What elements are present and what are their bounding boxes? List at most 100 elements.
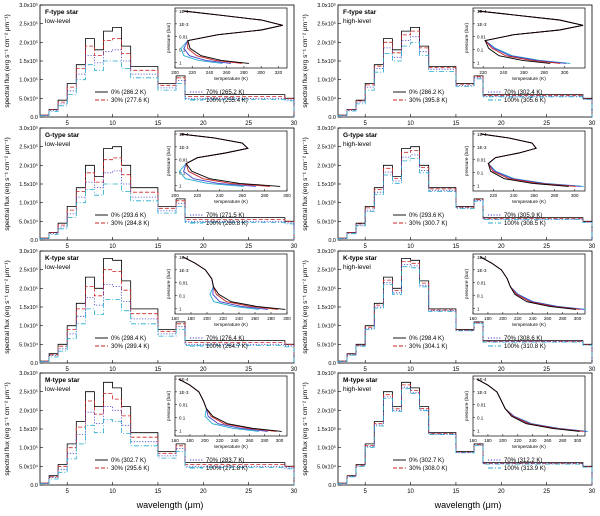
x-tick-label: 15 — [155, 489, 162, 495]
x-tick-label: 5 — [66, 367, 70, 373]
y-tick-label: 1.0x10⁵ — [317, 445, 336, 452]
y-tick-label: 5.0x10⁴ — [19, 463, 39, 470]
legend-label: 100% (305.6 K) — [504, 98, 546, 104]
y-tick-label: 3.0x10⁵ — [19, 370, 38, 377]
x-tick-label: 30 — [291, 367, 298, 373]
y-tick-label: 1.0x10⁵ — [19, 77, 38, 84]
inset-y-axis-label: pressure (bar) — [166, 269, 172, 300]
spectrum-series-line — [39, 170, 295, 240]
inset-y-axis-label: pressure (bar) — [464, 23, 470, 54]
inset-frame — [174, 375, 288, 437]
inset-x-tick-label: 280 — [261, 193, 269, 198]
inset-x-tick-label: 320 — [275, 70, 283, 75]
legend-label: 100% (271.8 K) — [206, 466, 248, 472]
inset-y-axis-label: pressure (bar) — [166, 23, 172, 54]
y-axis-label: spectral flux (erg s⁻¹ cm⁻² μm⁻¹) — [302, 137, 309, 231]
x-tick-label: 10 — [109, 121, 116, 127]
y-tick-label: 5.0x10⁴ — [317, 341, 337, 348]
y-tick-label: 1.0x10⁵ — [317, 200, 336, 207]
y-tick-label: 0.0 — [328, 115, 336, 121]
inset-y-tick-label: 0.01 — [179, 35, 188, 40]
inset-y-tick-label: 0.1 — [179, 48, 186, 53]
legend-label: 0% (298.4 K) — [409, 336, 444, 342]
y-tick-label: 2.0x10⁵ — [19, 39, 38, 46]
y-tick-label: 0.0 — [30, 361, 38, 367]
x-tick-label: 10 — [407, 367, 414, 373]
inset-x-tick-label: 200 — [203, 316, 211, 321]
x-tick-label: 10 — [109, 244, 116, 250]
legend-label: 70% (271.5 K) — [206, 213, 244, 219]
inset-x-tick-label: 260 — [251, 316, 259, 321]
x-tick-label: 15 — [453, 244, 460, 250]
inset-y-tick-label: 0.01 — [179, 403, 188, 408]
inset-x-tick-label: 240 — [529, 316, 537, 321]
y-tick-label: 2.5x10⁵ — [317, 144, 336, 151]
y-tick-label: 5.0x10⁴ — [317, 218, 337, 225]
x-tick-label: 15 — [453, 489, 460, 495]
y-tick-label: 3.0x10⁵ — [317, 370, 336, 377]
inset-x-tick-label: 240 — [206, 70, 214, 75]
inset-x-tick-label: 260 — [530, 193, 538, 198]
x-tick-label: 5 — [66, 489, 70, 495]
inset-profile-line — [182, 256, 286, 310]
x-tick-label: 25 — [543, 367, 550, 373]
y-tick-label: 0.0 — [328, 361, 336, 367]
star-type-label: M-type star — [45, 377, 80, 384]
y-tick-label: 1.0x10⁵ — [19, 445, 38, 452]
spectrum-series-line — [39, 157, 295, 240]
inset-y-axis-label: pressure (bar) — [166, 146, 172, 177]
spectrum-series-line — [337, 30, 593, 117]
level-label: high-level — [343, 264, 371, 271]
legend-label: 70% (308.6 K) — [504, 336, 542, 342]
level-label: low-level — [45, 386, 71, 393]
y-tick-label: 3.0x10⁵ — [19, 248, 38, 255]
x-tick-label: 20 — [200, 121, 207, 127]
x-tick-label: 25 — [245, 489, 252, 495]
inset-frame — [174, 7, 288, 69]
y-tick-label: 1.0x10⁵ — [19, 200, 38, 207]
star-type-label: M-type star — [343, 377, 378, 384]
spectrum-panel: 0.0 5.0x10⁴ 1.0x10⁵ 1.5x10⁵ 2.0x10⁵ 2.5x10⁵ 3.… — [4, 2, 298, 127]
y-tick-label: 2.5x10⁵ — [19, 267, 38, 274]
inset-x-axis-label: temperature (K) — [512, 76, 546, 82]
x-tick-label: 20 — [498, 489, 505, 495]
inset-y-tick-label: 0.1 — [179, 171, 186, 176]
inset-y-tick-label: 0.1 — [477, 416, 484, 421]
spectrum-series-line — [39, 419, 295, 485]
y-tick-label: 5.0x10⁴ — [317, 463, 337, 470]
inset-x-tick-label: 240 — [231, 438, 239, 443]
y-tick-label: 5.0x10⁴ — [317, 95, 337, 102]
y-tick-label: 3.0x10⁵ — [19, 2, 38, 9]
x-tick-label: 30 — [291, 121, 298, 127]
inset-x-tick-label: 180 — [186, 438, 194, 443]
spectrum-panel: 0.0 5.0x10⁴ 1.0x10⁵ 1.5x10⁵ 2.0x10⁵ 2.5x10⁵ 3.… — [4, 248, 298, 373]
x-tick-label: 5 — [364, 367, 368, 373]
x-tick-label: 25 — [543, 489, 550, 495]
inset-x-tick-label: 300 — [574, 316, 582, 321]
legend-label: 30% (289.4 K) — [111, 344, 149, 350]
spectrum-panel: 0.0 5.0x10⁴ 1.0x10⁵ 1.5x10⁵ 2.0x10⁵ 2.5x10⁵ 3.… — [4, 125, 298, 250]
spectrum-series-line — [39, 38, 295, 117]
y-tick-label: 2.0x10⁵ — [317, 407, 336, 414]
inset-x-axis-label: temperature (K) — [214, 444, 248, 450]
spectrum-series-line — [39, 183, 295, 240]
y-tick-label: 2.0x10⁵ — [19, 162, 38, 169]
x-tick-label: 30 — [589, 244, 596, 250]
y-tick-label: 1.5x10⁵ — [19, 304, 38, 311]
inset-x-tick-label: 260 — [223, 70, 231, 75]
x-tick-label: 25 — [543, 121, 550, 127]
legend-label: 100% (313.9 K) — [504, 466, 546, 472]
inset-x-tick-label: 220 — [514, 438, 522, 443]
y-tick-label: 2.0x10⁵ — [317, 162, 336, 169]
legend-label: 70% (302.4 K) — [504, 90, 542, 96]
inset-y-tick-label: 1E-3 — [477, 268, 487, 273]
inset-x-tick-label: 280 — [559, 438, 567, 443]
y-tick-label: 5.0x10⁴ — [19, 218, 39, 225]
y-tick-label: 2.5x10⁵ — [317, 267, 336, 274]
y-axis-label: spectral flux (erg s⁻¹ cm⁻² μm⁻¹) — [4, 260, 11, 354]
inset-x-tick-label: 300 — [571, 193, 579, 198]
x-tick-label: 30 — [589, 121, 596, 127]
spectrum-series-line — [337, 381, 593, 485]
y-tick-label: 3.0x10⁵ — [317, 125, 336, 132]
y-tick-label: 1.5x10⁵ — [19, 426, 38, 433]
